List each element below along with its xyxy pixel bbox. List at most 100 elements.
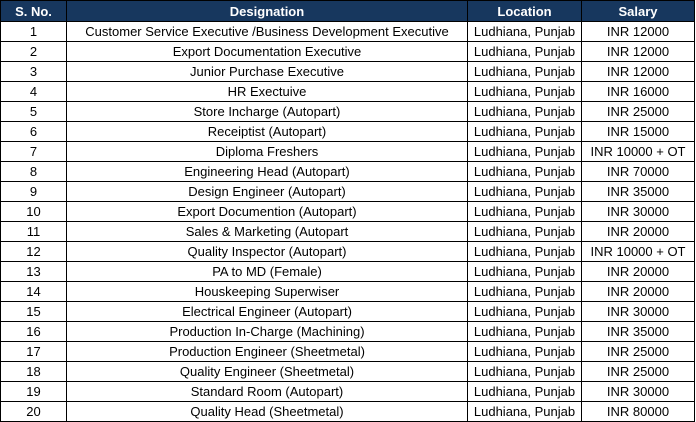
cell-designation: Quality Head (Sheetmetal)	[66, 401, 468, 422]
table-row: 6 Receiptist (Autopart) Ludhiana, Punjab IN…	[0, 121, 695, 142]
cell-sno: 9	[0, 181, 67, 202]
table-row: 7 Diploma Freshers Ludhiana, Punjab INR 100…	[0, 141, 695, 162]
cell-location: Ludhiana, Punjab	[467, 201, 582, 222]
header-location: Location	[467, 0, 582, 22]
cell-location: Ludhiana, Punjab	[467, 41, 582, 62]
cell-salary: INR 20000	[581, 261, 695, 282]
cell-salary: INR 25000	[581, 341, 695, 362]
cell-salary: INR 30000	[581, 381, 695, 402]
cell-location: Ludhiana, Punjab	[467, 81, 582, 102]
cell-sno: 13	[0, 261, 67, 282]
cell-designation: Export Documention (Autopart)	[66, 201, 468, 222]
cell-designation: Sales & Marketing (Autopart	[66, 221, 468, 242]
cell-sno: 10	[0, 201, 67, 222]
table-row: 20 Quality Head (Sheetmetal) Ludhiana, Pun…	[0, 401, 695, 422]
cell-sno: 2	[0, 41, 67, 62]
cell-salary: INR 12000	[581, 61, 695, 82]
cell-sno: 6	[0, 121, 67, 142]
cell-location: Ludhiana, Punjab	[467, 341, 582, 362]
cell-designation: Customer Service Executive /Business Dev…	[66, 21, 468, 42]
cell-location: Ludhiana, Punjab	[467, 141, 582, 162]
table-row: 17 Production Engineer (Sheetmetal) Ludhia…	[0, 341, 695, 362]
cell-sno: 16	[0, 321, 67, 342]
cell-designation: Quality Inspector (Autopart)	[66, 241, 468, 262]
cell-designation: Diploma Freshers	[66, 141, 468, 162]
cell-location: Ludhiana, Punjab	[467, 161, 582, 182]
cell-sno: 1	[0, 21, 67, 42]
cell-location: Ludhiana, Punjab	[467, 61, 582, 82]
cell-salary: INR 25000	[581, 101, 695, 122]
header-salary: Salary	[581, 0, 695, 22]
cell-salary: INR 12000	[581, 41, 695, 62]
cell-location: Ludhiana, Punjab	[467, 121, 582, 142]
table-row: 3 Junior Purchase Executive Ludhiana, Punj…	[0, 61, 695, 82]
header-sno: S. No.	[0, 0, 67, 22]
cell-sno: 12	[0, 241, 67, 262]
cell-sno: 15	[0, 301, 67, 322]
cell-sno: 8	[0, 161, 67, 182]
cell-salary: INR 80000	[581, 401, 695, 422]
cell-designation: Production Engineer (Sheetmetal)	[66, 341, 468, 362]
cell-sno: 19	[0, 381, 67, 402]
cell-designation: Electrical Engineer (Autopart)	[66, 301, 468, 322]
table-row: 11 Sales & Marketing (Autopart Ludhiana, P…	[0, 221, 695, 242]
table-row: 10 Export Documention (Autopart) Ludhiana,…	[0, 201, 695, 222]
cell-location: Ludhiana, Punjab	[467, 221, 582, 242]
cell-salary: INR 10000 + OT	[581, 141, 695, 162]
table-row: 15 Electrical Engineer (Autopart) Ludhiana…	[0, 301, 695, 322]
cell-designation: Houskeeping Superwiser	[66, 281, 468, 302]
table-row: 2 Export Documentation Executive Ludhiana,…	[0, 41, 695, 62]
cell-sno: 7	[0, 141, 67, 162]
table-body: 1 Customer Service Executive /Business De…	[0, 21, 695, 422]
cell-location: Ludhiana, Punjab	[467, 281, 582, 302]
table-row: 18 Quality Engineer (Sheetmetal) Ludhiana,…	[0, 361, 695, 382]
cell-designation: Production In-Charge (Machining)	[66, 321, 468, 342]
cell-designation: Design Engineer (Autopart)	[66, 181, 468, 202]
cell-salary: INR 25000	[581, 361, 695, 382]
table-row: 14 Houskeeping Superwiser Ludhiana, Punjab…	[0, 281, 695, 302]
header-designation: Designation	[66, 0, 468, 22]
cell-sno: 20	[0, 401, 67, 422]
cell-sno: 11	[0, 221, 67, 242]
cell-salary: INR 20000	[581, 221, 695, 242]
cell-sno: 14	[0, 281, 67, 302]
table-row: 4 HR Exectuive Ludhiana, Punjab INR 16000	[0, 81, 695, 102]
cell-location: Ludhiana, Punjab	[467, 301, 582, 322]
table-row: 1 Customer Service Executive /Business De…	[0, 21, 695, 42]
cell-designation: HR Exectuive	[66, 81, 468, 102]
table-row: 19 Standard Room (Autopart) Ludhiana, Punj…	[0, 381, 695, 402]
table-row: 16 Production In-Charge (Machining) Ludhia…	[0, 321, 695, 342]
cell-location: Ludhiana, Punjab	[467, 101, 582, 122]
cell-location: Ludhiana, Punjab	[467, 241, 582, 262]
cell-salary: INR 20000	[581, 281, 695, 302]
cell-salary: INR 35000	[581, 321, 695, 342]
table-row: 8 Engineering Head (Autopart) Ludhiana, Pu…	[0, 161, 695, 182]
cell-sno: 17	[0, 341, 67, 362]
cell-salary: INR 35000	[581, 181, 695, 202]
cell-sno: 3	[0, 61, 67, 82]
cell-salary: INR 70000	[581, 161, 695, 182]
cell-location: Ludhiana, Punjab	[467, 381, 582, 402]
table-row: 13 PA to MD (Female) Ludhiana, Punjab INR 2…	[0, 261, 695, 282]
cell-location: Ludhiana, Punjab	[467, 261, 582, 282]
cell-designation: Quality Engineer (Sheetmetal)	[66, 361, 468, 382]
cell-designation: Engineering Head (Autopart)	[66, 161, 468, 182]
cell-designation: PA to MD (Female)	[66, 261, 468, 282]
cell-sno: 5	[0, 101, 67, 122]
cell-location: Ludhiana, Punjab	[467, 401, 582, 422]
cell-designation: Junior Purchase Executive	[66, 61, 468, 82]
cell-designation: Standard Room (Autopart)	[66, 381, 468, 402]
table-header: S. No. Designation Location Salary	[0, 0, 695, 22]
table-row: 9 Design Engineer (Autopart) Ludhiana, Pun…	[0, 181, 695, 202]
cell-designation: Store Incharge (Autopart)	[66, 101, 468, 122]
cell-sno: 18	[0, 361, 67, 382]
table-row: 12 Quality Inspector (Autopart) Ludhiana, …	[0, 241, 695, 262]
table-row: 5 Store Incharge (Autopart) Ludhiana, Punj…	[0, 101, 695, 122]
cell-location: Ludhiana, Punjab	[467, 361, 582, 382]
cell-designation: Export Documentation Executive	[66, 41, 468, 62]
cell-designation: Receiptist (Autopart)	[66, 121, 468, 142]
cell-salary: INR 30000	[581, 301, 695, 322]
cell-sno: 4	[0, 81, 67, 102]
cell-salary: INR 15000	[581, 121, 695, 142]
